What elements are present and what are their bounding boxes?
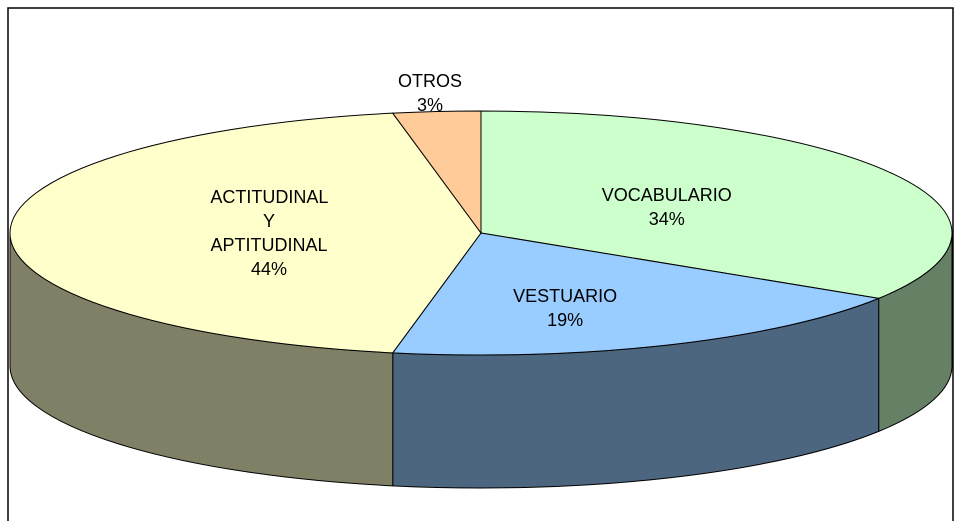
value-label: 44% xyxy=(251,259,288,279)
slice xyxy=(9,112,482,354)
slice xyxy=(480,110,953,299)
category-label: OTROS xyxy=(398,71,463,92)
category-label: VESTUARIO xyxy=(513,286,618,307)
slice xyxy=(391,232,881,356)
slice-label: VESTUARIO 19% xyxy=(455,284,675,332)
value-label: 3% xyxy=(417,95,444,116)
value-label: 34% xyxy=(648,208,685,229)
category-label: ACTITUDINAL Y APTITUDINAL xyxy=(210,187,329,255)
slice-label: ACTITUDINAL Y APTITUDINAL 44% xyxy=(159,185,379,281)
slice-label: OTROS 3% xyxy=(320,69,540,117)
slice xyxy=(391,110,482,235)
slice-label: VOCABULARIO 34% xyxy=(557,183,777,231)
category-label: VOCABULARIO xyxy=(601,184,732,205)
value-label: 19% xyxy=(547,310,584,331)
